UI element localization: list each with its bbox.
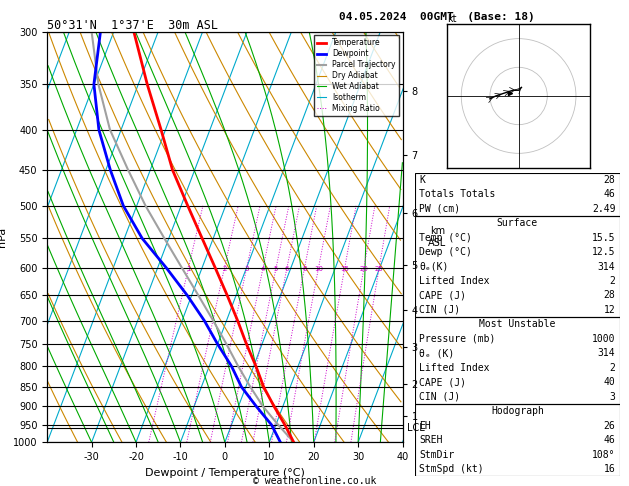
Text: K: K [420,175,425,185]
Bar [415,317,620,404]
Text: 28: 28 [604,291,615,300]
Text: 2: 2 [610,363,615,373]
Text: θₑ (K): θₑ (K) [420,348,455,358]
Text: Lifted Index: Lifted Index [420,363,490,373]
Bar [415,404,620,476]
Text: 15: 15 [340,266,349,272]
Text: 3: 3 [244,266,248,272]
Text: 6: 6 [284,266,289,272]
Text: PW (cm): PW (cm) [420,204,460,214]
Text: 15.5: 15.5 [592,233,615,243]
Text: θₑ(K): θₑ(K) [420,261,448,272]
Text: 8: 8 [302,266,306,272]
Text: 25: 25 [375,266,383,272]
Text: CAPE (J): CAPE (J) [420,291,466,300]
Text: 20: 20 [359,266,368,272]
Bar [415,173,620,216]
Text: CAPE (J): CAPE (J) [420,377,466,387]
Text: 04.05.2024  00GMT  (Base: 18): 04.05.2024 00GMT (Base: 18) [339,12,535,22]
Text: 108°: 108° [592,450,615,460]
Text: 28: 28 [604,175,615,185]
Text: EH: EH [420,421,431,431]
Text: Pressure (mb): Pressure (mb) [420,334,496,344]
Text: 2.49: 2.49 [592,204,615,214]
Text: 1000: 1000 [592,334,615,344]
Text: StmDir: StmDir [420,450,455,460]
Text: 2: 2 [610,276,615,286]
Text: SREH: SREH [420,435,443,445]
Text: © weatheronline.co.uk: © weatheronline.co.uk [253,476,376,486]
Text: Dewp (°C): Dewp (°C) [420,247,472,257]
Text: Totals Totals: Totals Totals [420,189,496,199]
Text: 1: 1 [186,266,191,272]
Text: 26: 26 [604,421,615,431]
Text: 40: 40 [604,377,615,387]
Y-axis label: hPa: hPa [0,227,8,247]
Text: Most Unstable: Most Unstable [479,319,555,330]
Text: 46: 46 [604,435,615,445]
Text: 314: 314 [598,348,615,358]
Text: CIN (J): CIN (J) [420,305,460,315]
Text: Surface: Surface [497,218,538,228]
Text: 12.5: 12.5 [592,247,615,257]
Text: kt: kt [447,14,457,24]
Legend: Temperature, Dewpoint, Parcel Trajectory, Dry Adiabat, Wet Adiabat, Isotherm, Mi: Temperature, Dewpoint, Parcel Trajectory… [314,35,399,116]
Text: 4: 4 [260,266,265,272]
Text: 12: 12 [604,305,615,315]
Text: 50°31'N  1°37'E  30m ASL: 50°31'N 1°37'E 30m ASL [47,18,218,32]
X-axis label: Dewpoint / Temperature (°C): Dewpoint / Temperature (°C) [145,468,305,478]
Text: CIN (J): CIN (J) [420,392,460,402]
Y-axis label: km
ASL: km ASL [428,226,447,248]
Text: LCL: LCL [407,423,425,434]
Text: 5: 5 [274,266,278,272]
Text: Temp (°C): Temp (°C) [420,233,472,243]
Text: Lifted Index: Lifted Index [420,276,490,286]
Text: 46: 46 [604,189,615,199]
Text: 10: 10 [314,266,323,272]
Text: 3: 3 [610,392,615,402]
Text: Hodograph: Hodograph [491,406,544,416]
Bar [415,216,620,317]
Text: StmSpd (kt): StmSpd (kt) [420,464,484,474]
Text: 314: 314 [598,261,615,272]
Text: 16: 16 [604,464,615,474]
Text: 2: 2 [222,266,226,272]
